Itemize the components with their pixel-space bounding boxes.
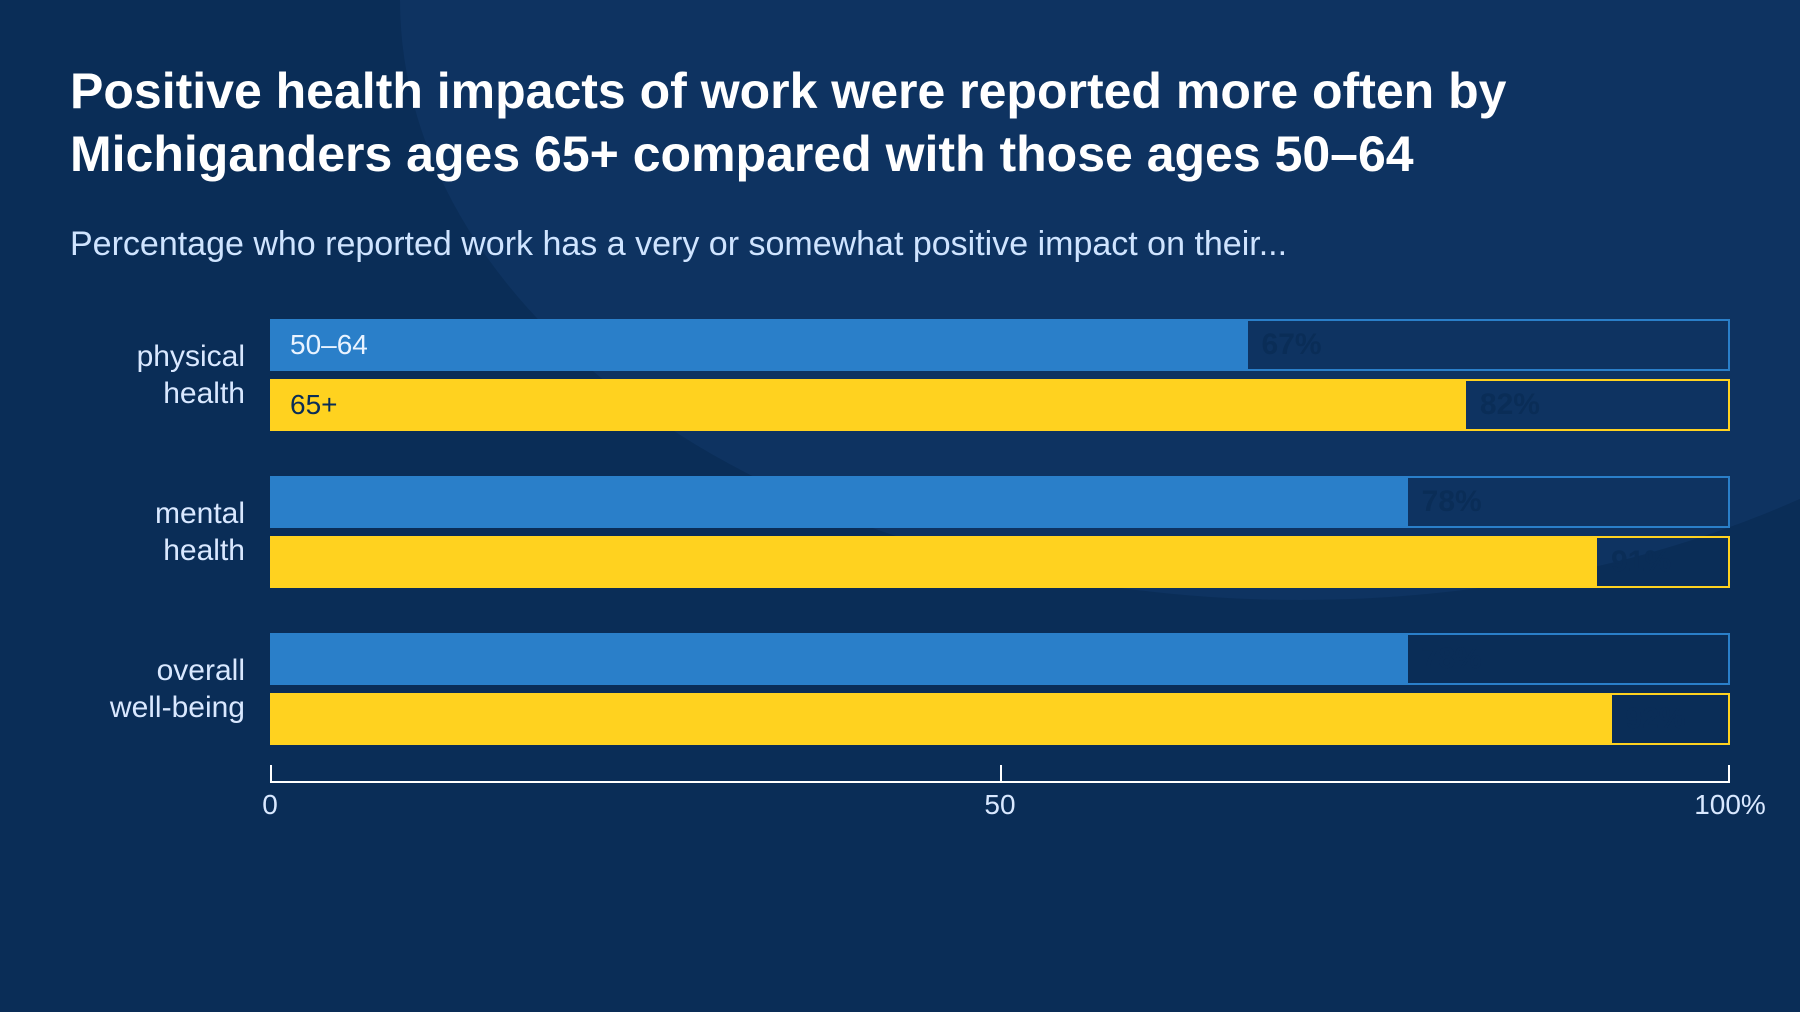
chart-subtitle: Percentage who reported work has a very … xyxy=(70,225,1730,264)
bar-wellbeing-age_65_plus: 92% xyxy=(270,693,1730,745)
x-axis-tick-50 xyxy=(1000,765,1002,783)
bar-mental-age_65_plus: 91% xyxy=(270,536,1730,588)
x-axis-label: 100% xyxy=(1694,789,1766,821)
bar-group-wellbeing: overallwell-being 78% 92% xyxy=(70,633,1730,745)
bar-fill xyxy=(272,635,1408,683)
category-label: overallwell-being xyxy=(70,652,270,727)
bars-wrap: 50–64 67% 65+ 82% xyxy=(270,319,1730,431)
bar-chart: physicalhealth 50–64 67% 65+ 82% mentalhealth… xyxy=(70,319,1730,765)
bar-wellbeing-age_50_64: 78% xyxy=(270,633,1730,685)
bar-value: 91% xyxy=(1611,538,1671,586)
bar-fill xyxy=(272,538,1597,586)
bar-value: 82% xyxy=(1480,381,1540,429)
bar-value: 78% xyxy=(1422,478,1482,526)
bars-wrap: 78% 92% xyxy=(270,633,1730,745)
bar-fill: 65+ xyxy=(272,381,1466,429)
x-axis-row: 050100% xyxy=(70,765,1730,825)
bar-physical-age_50_64: 50–64 67% xyxy=(270,319,1730,371)
bar-physical-age_65_plus: 65+ 82% xyxy=(270,379,1730,431)
chart-title: Positive health impacts of work were rep… xyxy=(70,60,1730,185)
category-label: physicalhealth xyxy=(70,338,270,413)
bar-fill xyxy=(272,695,1612,743)
bar-value: 92% xyxy=(1626,695,1686,743)
x-axis-label: 50 xyxy=(984,789,1015,821)
bar-value: 78% xyxy=(1422,635,1482,683)
bars-wrap: 78% 91% xyxy=(270,476,1730,588)
bar-group-mental: mentalhealth 78% 91% xyxy=(70,476,1730,588)
series-inlabel: 65+ xyxy=(290,389,338,421)
category-label: mentalhealth xyxy=(70,495,270,570)
x-axis-label: 0 xyxy=(262,789,278,821)
bar-fill xyxy=(272,478,1408,526)
bar-group-physical: physicalhealth 50–64 67% 65+ 82% xyxy=(70,319,1730,431)
bar-fill: 50–64 xyxy=(272,321,1248,369)
bar-value: 67% xyxy=(1262,321,1322,369)
x-axis: 050100% xyxy=(270,765,1730,825)
series-inlabel: 50–64 xyxy=(290,329,368,361)
bar-mental-age_50_64: 78% xyxy=(270,476,1730,528)
